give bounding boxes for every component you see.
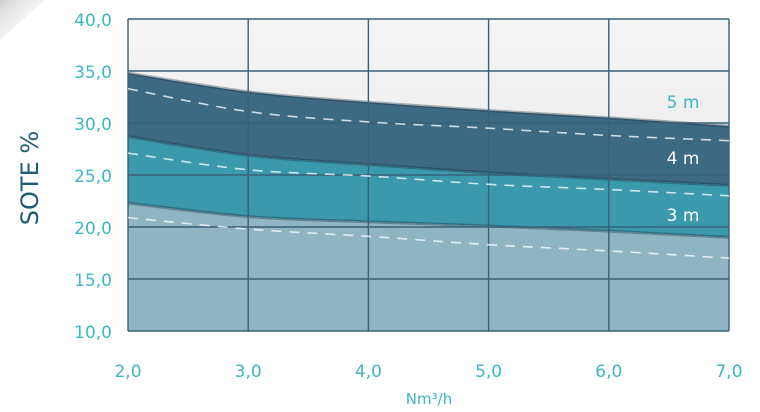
- x-tick-label: 2,0: [114, 362, 141, 382]
- x-tick-label: 6,0: [595, 362, 622, 382]
- x-tick-label: 5,0: [475, 362, 502, 382]
- band-edge-5m: [127, 71, 730, 128]
- band-4m: [128, 136, 729, 238]
- dashed-line-4m: [127, 152, 730, 197]
- y-tick-label: 40,0: [74, 11, 112, 31]
- y-tick-label: 15,0: [74, 271, 112, 291]
- y-tick-label: 30,0: [74, 115, 112, 135]
- y-tick-label: 35,0: [74, 63, 112, 83]
- band-label: 5 m: [667, 93, 700, 113]
- corner-shade: [0, 0, 45, 40]
- x-tick-label: 4,0: [355, 362, 382, 382]
- y-tick-label: 20,0: [74, 219, 112, 239]
- x-tick-label: 3,0: [235, 362, 262, 382]
- dashed-line-3m: [127, 216, 730, 259]
- y-axis-label: SOTE %: [16, 131, 44, 225]
- y-tick-label: 10,0: [74, 323, 112, 343]
- band-label: 4 m: [667, 149, 700, 169]
- band-edge-4m: [127, 135, 730, 187]
- band-label: 3 m: [667, 206, 700, 226]
- band-edge-3m: [127, 201, 730, 239]
- x-tick-label: 7,0: [715, 362, 742, 382]
- y-tick-label: 25,0: [74, 167, 112, 187]
- band-5m: [128, 73, 729, 186]
- dashed-line-5m: [127, 87, 730, 142]
- x-axis-label: Nm³/h: [406, 390, 452, 408]
- band-3m: [128, 203, 729, 331]
